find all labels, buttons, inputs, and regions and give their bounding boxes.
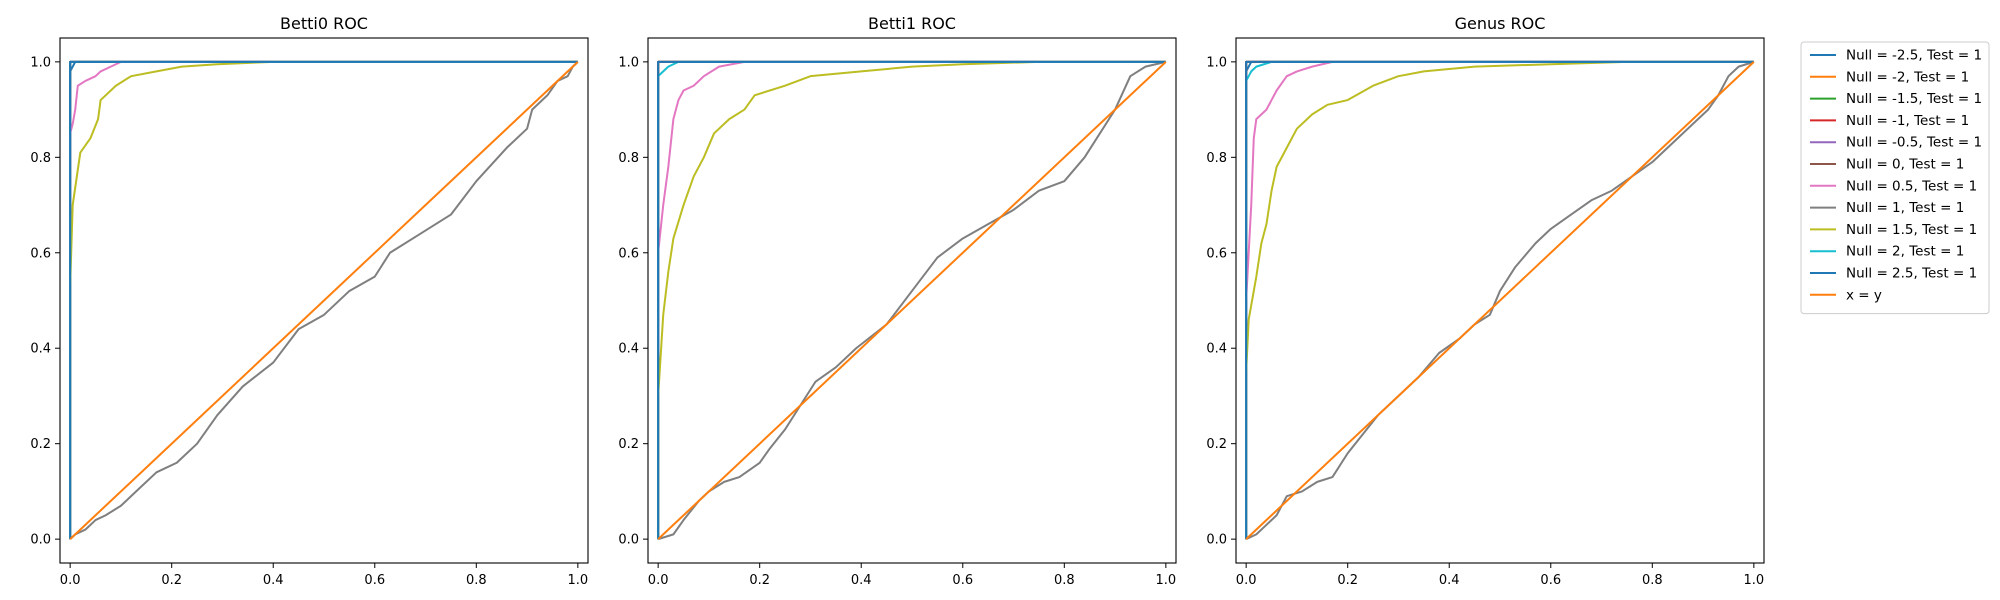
legend-label: Null = 1, Test = 1 — [1846, 200, 1964, 216]
axes-frame — [59, 37, 589, 564]
x-tick-label: 1.0 — [1156, 573, 1177, 588]
series-line-xy — [657, 61, 1167, 540]
x-tick-label: 0.2 — [161, 573, 182, 588]
legend: Null = -2.5, Test = 1 Null = -2, Test = 1… — [1800, 41, 1990, 315]
series-group — [69, 60, 579, 540]
x-tick-label: 1.0 — [1744, 573, 1765, 588]
series-line-n_1_5 — [1245, 60, 1754, 540]
y-tick-label: 0.6 — [1206, 246, 1227, 261]
series-line-n_2_5 — [1245, 60, 1754, 540]
series-line-n_1 — [69, 61, 579, 540]
series-line-xy — [1245, 61, 1755, 540]
y-tick-label: 0.8 — [618, 151, 639, 166]
chart-title: Betti0 ROC — [280, 14, 368, 33]
legend-label: Null = -1, Test = 1 — [1846, 113, 1969, 129]
x-tick-label: 0.8 — [1642, 573, 1663, 588]
y-tick-label: 0.4 — [618, 342, 639, 357]
series-line-n_0_5 — [69, 60, 578, 540]
legend-label: Null = -1.5, Test = 1 — [1846, 91, 1982, 107]
y-tick-label: 0.2 — [618, 437, 639, 452]
x-tick-label: 0.4 — [1439, 573, 1460, 588]
axes-frame — [647, 37, 1177, 564]
y-tick-label: 0.0 — [1206, 533, 1227, 548]
x-tick-label: 0.2 — [1337, 573, 1358, 588]
legend-label: Null = 1.5, Test = 1 — [1846, 222, 1977, 238]
legend-label: Null = -2.5, Test = 1 — [1846, 48, 1982, 64]
x-tick-label: 0.4 — [263, 573, 284, 588]
series-group — [657, 60, 1167, 541]
chart-title: Betti1 ROC — [868, 14, 956, 33]
series-line-n_0_5 — [1245, 60, 1754, 540]
legend-label: Null = -0.5, Test = 1 — [1846, 135, 1982, 151]
legend-label: Null = 0, Test = 1 — [1846, 157, 1964, 173]
x-tick-label: 0.4 — [851, 573, 872, 588]
x-tick-label: 0.6 — [364, 573, 385, 588]
x-tick-label: 0.2 — [749, 573, 770, 588]
y-tick-label: 0.0 — [618, 533, 639, 548]
legend-box — [1800, 41, 1990, 315]
y-tick-label: 0.8 — [30, 151, 51, 166]
x-tick-label: 0.0 — [1236, 573, 1257, 588]
y-tick-label: 0.2 — [30, 437, 51, 452]
x-tick-label: 0.6 — [952, 573, 973, 588]
series-line-xy — [69, 61, 579, 540]
legend-label: Null = 2.5, Test = 1 — [1846, 266, 1977, 282]
legend-label: Null = -2, Test = 1 — [1846, 69, 1969, 85]
y-tick-label: 0.8 — [1206, 151, 1227, 166]
series-group — [1245, 60, 1755, 541]
panel-3: 0.0 0.2 0.4 0.6 0.8 1.0 0.0 0.2 0.4 0.6 0.8 1.0 Genu… — [1206, 14, 1765, 588]
y-tick-label: 0.4 — [30, 342, 51, 357]
series-line-n_1 — [657, 60, 1167, 541]
y-tick-label: 1.0 — [1206, 55, 1227, 70]
y-tick-label: 1.0 — [30, 55, 51, 70]
series-line-n_2_5 — [657, 60, 1166, 540]
axes-frame — [1235, 37, 1765, 564]
x-tick-label: 0.8 — [466, 573, 487, 588]
y-tick-label: 0.2 — [1206, 437, 1227, 452]
x-tick-label: 0.0 — [648, 573, 669, 588]
panel-2: 0.0 0.2 0.4 0.6 0.8 1.0 0.0 0.2 0.4 0.6 0.8 1.0 Bett… — [618, 14, 1177, 588]
y-tick-label: 1.0 — [618, 55, 639, 70]
x-tick-label: 0.8 — [1054, 573, 1075, 588]
x-tick-label: 0.6 — [1540, 573, 1561, 588]
series-line-n_1_5 — [657, 60, 1166, 540]
panels: 0.0 0.2 0.4 0.6 0.8 1.0 0.0 0.2 0.4 0.6 0.8 1.0 Bett… — [30, 14, 1765, 588]
legend-label: x = y — [1846, 287, 1882, 303]
y-tick-label: 0.6 — [618, 246, 639, 261]
series-line-n_2_5 — [69, 60, 578, 540]
legend-label: Null = 0.5, Test = 1 — [1846, 178, 1977, 194]
y-tick-label: 0.4 — [1206, 342, 1227, 357]
x-tick-label: 1.0 — [568, 573, 589, 588]
series-line-n_0_5 — [657, 60, 1166, 540]
y-tick-label: 0.0 — [30, 533, 51, 548]
x-tick-label: 0.0 — [60, 573, 81, 588]
y-tick-label: 0.6 — [30, 246, 51, 261]
legend-label: Null = 2, Test = 1 — [1846, 244, 1964, 260]
panel-1: 0.0 0.2 0.4 0.6 0.8 1.0 0.0 0.2 0.4 0.6 0.8 1.0 Bett… — [30, 14, 589, 588]
chart-title: Genus ROC — [1455, 14, 1546, 33]
series-line-n_1_5 — [69, 60, 578, 540]
series-line-n_1 — [1245, 60, 1755, 541]
